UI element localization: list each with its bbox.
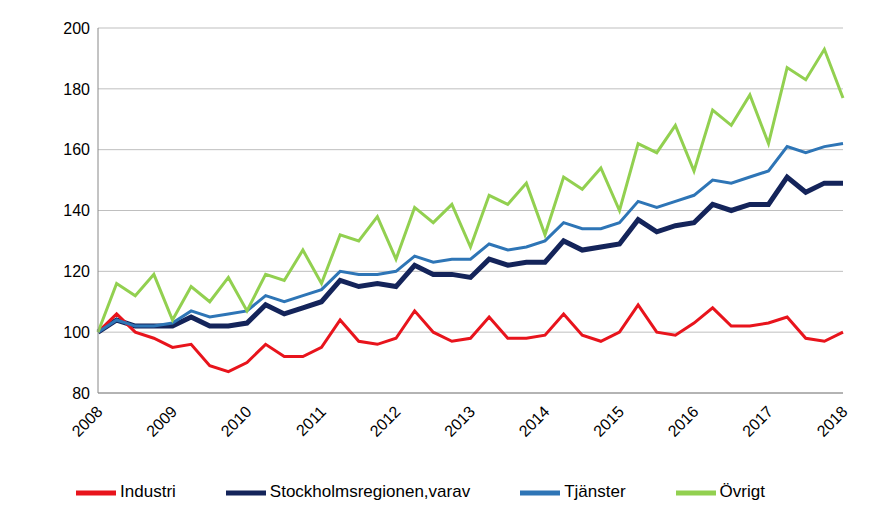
svg-text:2016: 2016: [665, 403, 702, 440]
svg-text:2013: 2013: [441, 403, 478, 440]
svg-text:200: 200: [63, 20, 90, 37]
svg-text:2017: 2017: [739, 403, 776, 440]
html-text:Övrigt: Övrigt: [719, 482, 765, 502]
html-text:Stockholmsregionen,varav: Stockholmsregionen,varav: [269, 482, 471, 502]
svg-text:2015: 2015: [590, 403, 627, 440]
html-text:Industri: Industri: [120, 482, 176, 502]
svg-text:140: 140: [63, 202, 90, 219]
svg-text:2008: 2008: [69, 403, 106, 440]
svg-text:2018: 2018: [814, 403, 851, 440]
html-text:Tjänster: Tjänster: [564, 482, 626, 502]
svg-text:80: 80: [72, 385, 90, 402]
svg-text:160: 160: [63, 141, 90, 158]
svg-text:180: 180: [63, 81, 90, 98]
svg-text:2010: 2010: [218, 403, 255, 440]
svg-text:120: 120: [63, 263, 90, 280]
svg-text:2014: 2014: [516, 403, 553, 440]
svg-text:100: 100: [63, 324, 90, 341]
svg-text:2011: 2011: [293, 403, 329, 439]
svg-text:2012: 2012: [367, 403, 404, 440]
svg-text:2009: 2009: [143, 403, 180, 440]
